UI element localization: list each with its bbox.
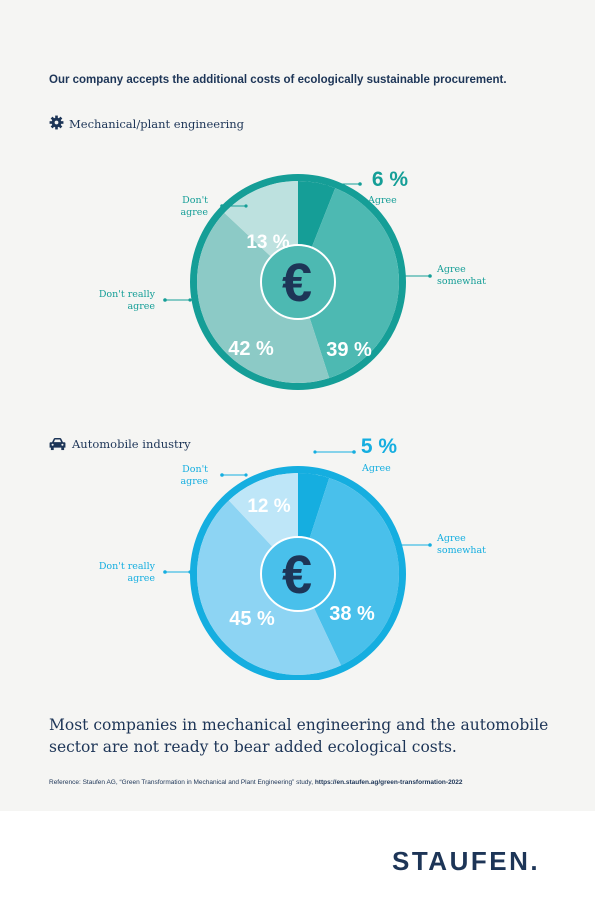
leader-dot [402,274,406,278]
legend-label-agree-somewhat: Agree somewhat [436,264,486,287]
pie-slice-agree-somewhat [298,477,399,666]
headline: Our company accepts the additional costs… [49,74,507,86]
value-label-agree: 5 % [361,435,398,458]
car-icon [49,437,66,451]
legend-label-agree: Agree [361,463,391,474]
value-label-don-t-really-agree: 45 % [229,608,275,630]
leader-dot [163,298,167,302]
reference-note: Reference: Staufen AG, “Green Transforma… [49,779,569,786]
pie-chart-automobile: € Agree Agree somewhat Don't really agree Don'… [99,435,486,680]
leader-dot [428,543,432,547]
pie-ring [190,174,406,390]
leader-dot [428,274,432,278]
value-label-don-t-agree: 13 % [246,232,289,253]
legend-label-agree-somewhat: Agree somewhat [436,533,486,556]
leader-dot [313,450,317,454]
leader-dot [188,298,192,302]
leader-dot [220,473,224,477]
leader-dot [244,204,248,208]
leader-dot [325,182,329,186]
leader-dot [398,543,402,547]
legend-label-don-t-really-agree: Don't really agree [99,561,156,584]
pie-chart-mechanical: € Agree Agree somewhat Don't really agree Don'… [99,168,486,390]
legend-label-don-t-really-agree: Don't really agree [99,289,156,312]
value-label-agree: 6 % [372,168,409,191]
leader-dot [358,182,362,186]
euro-badge [260,244,336,320]
gear-icon [49,115,64,130]
euro-badge [260,536,336,612]
staufen-logo: STAUFEN. [392,846,541,876]
value-label-don-t-agree: 12 % [247,496,290,517]
value-label-don-t-really-agree: 42 % [228,338,274,360]
leader-dot [352,450,356,454]
euro-icon: € [282,545,312,605]
legend-label-agree: Agree [367,195,397,206]
pie-slice-agree-somewhat [298,188,400,379]
value-label-agree-somewhat: 38 % [329,603,375,625]
leader-dot [220,204,224,208]
leader-dot [244,473,248,477]
conclusion-text: Most companies in mechanical engineering… [49,716,549,756]
reference-link[interactable]: https://en.staufen.ag/green-transformati… [314,779,463,786]
leader-dot [163,570,167,574]
value-label-agree-somewhat: 39 % [326,339,372,361]
leader-dot [188,570,192,574]
pie-slice-don-t-really-agree [196,212,330,383]
pie-ring [190,466,406,680]
legend-label-don-t-agree: Don't agree [180,195,208,218]
legend-label-don-t-agree: Don't agree [180,464,208,487]
section-title-automobile: Automobile industry [72,437,191,451]
section-title-mechanical: Mechanical/plant engineering [69,117,245,131]
reference-text: Reference: Staufen AG, “Green Transforma… [49,779,315,786]
euro-icon: € [282,253,312,313]
